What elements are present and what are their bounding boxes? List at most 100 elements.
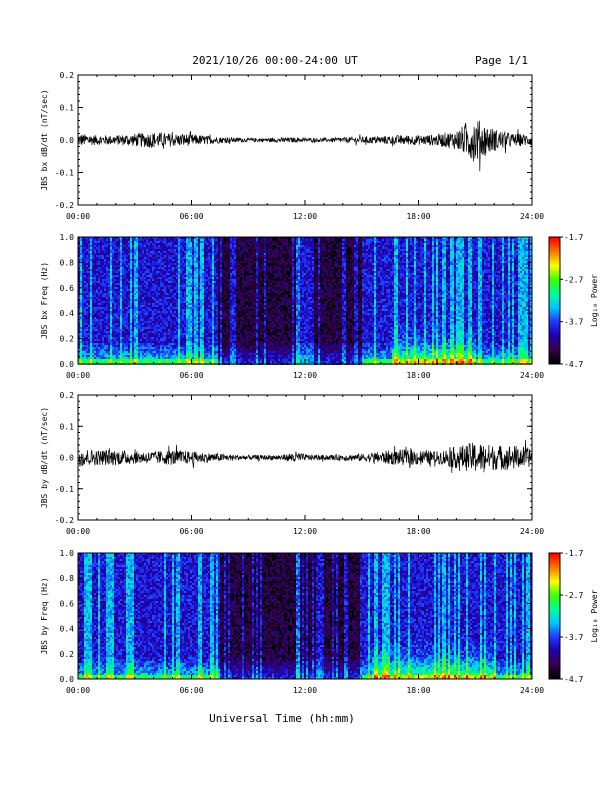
spectrogram-cell: [134, 355, 136, 357]
spectrogram-cell: [222, 343, 224, 345]
spectrogram-cell: [176, 321, 178, 323]
spectrogram-cell: [96, 277, 98, 279]
spectrogram-cell: [206, 275, 208, 277]
spectrogram-cell: [142, 329, 144, 331]
spectrogram-cell: [218, 325, 220, 327]
spectrogram-cell: [114, 275, 116, 277]
spectrogram-cell: [220, 249, 222, 251]
spectrogram-cell: [214, 309, 216, 311]
spectrogram-cell: [118, 345, 120, 347]
spectrogram-cell: [188, 293, 190, 295]
spectrogram-cell: [126, 307, 128, 309]
spectrogram-cell: [194, 287, 196, 289]
spectrogram-cell: [98, 329, 100, 331]
spectrogram-cell: [142, 297, 144, 299]
spectrogram-cell: [144, 289, 146, 291]
spectrogram-cell: [220, 255, 222, 257]
spectrogram-cell: [120, 243, 122, 245]
spectrogram-cell: [180, 295, 182, 297]
spectrogram-cell: [142, 343, 144, 345]
spectrogram-cell: [184, 319, 186, 321]
spectrogram-cell: [90, 309, 92, 311]
spectrogram-cell: [120, 299, 122, 301]
spectrogram-cell: [92, 241, 94, 243]
spectrogram-cell: [122, 299, 124, 301]
spectrogram-cell: [148, 285, 150, 287]
spectrogram-cell: [156, 337, 158, 339]
spectrogram-cell: [176, 277, 178, 279]
spectrogram-cell: [148, 325, 150, 327]
spectrogram-cell: [146, 241, 148, 243]
spectrogram-cell: [174, 351, 176, 353]
spectrogram-cell: [210, 241, 212, 243]
spectrogram-cell: [194, 317, 196, 319]
spectrogram-cell: [198, 285, 200, 287]
spectrogram-cell: [226, 339, 228, 341]
spectrogram-cell: [124, 329, 126, 331]
spectrogram-cell: [124, 267, 126, 269]
spectrogram-cell: [108, 337, 110, 339]
spectrogram-cell: [196, 303, 198, 305]
spectrogram-cell: [160, 341, 162, 343]
spectrogram-cell: [222, 331, 224, 333]
spectrogram-cell: [222, 239, 224, 241]
spectrogram-cell: [220, 271, 222, 273]
spectrogram-cell: [126, 253, 128, 255]
spectrogram-cell: [202, 261, 204, 263]
spectrogram-cell: [216, 253, 218, 255]
spectrogram-cell: [138, 319, 140, 321]
spectrogram-cell: [186, 251, 188, 253]
spectrogram-cell: [214, 341, 216, 343]
spectrogram-cell: [140, 317, 142, 319]
spectrogram-cell: [194, 333, 196, 335]
spectrogram-cell: [142, 345, 144, 347]
spectrogram-cell: [162, 335, 164, 337]
spectrogram-cell: [144, 353, 146, 355]
spectrogram-cell: [92, 349, 94, 351]
spectrogram-cell: [184, 315, 186, 317]
spectrogram-cell: [198, 319, 200, 321]
spectrogram-cell: [98, 259, 100, 261]
spectrogram-cell: [138, 275, 140, 277]
spectrogram-cell: [148, 333, 150, 335]
spectrogram-cell: [196, 265, 198, 267]
spectrogram-cell: [220, 353, 222, 355]
spectrogram-cell: [144, 275, 146, 277]
spectrogram-cell: [198, 303, 200, 305]
spectrogram-cell: [120, 305, 122, 307]
spectrogram-cell: [100, 345, 102, 347]
spectrogram-cell: [180, 255, 182, 257]
spectrogram-cell: [86, 295, 88, 297]
spectrogram-cell: [132, 271, 134, 273]
spectrogram-cell: [162, 259, 164, 261]
spectrogram-cell: [194, 345, 196, 347]
spectrogram-cell: [196, 361, 198, 363]
spectrogram-cell: [128, 255, 130, 257]
spectrogram-cell: [88, 243, 90, 245]
spectrogram-cell: [80, 345, 82, 347]
spectrogram-cell: [174, 319, 176, 321]
spectrogram-cell: [182, 293, 184, 295]
spectrogram-cell: [154, 249, 156, 251]
spectrogram-cell: [114, 327, 116, 329]
spectrogram-cell: [212, 247, 214, 249]
spectrogram-cell: [128, 361, 130, 363]
spectrogram-cell: [204, 269, 206, 271]
spectrogram-cell: [146, 307, 148, 309]
spectrogram-cell: [184, 267, 186, 269]
spectrogram-cell: [168, 341, 170, 343]
spectrogram-cell: [182, 355, 184, 357]
spectrogram-cell: [82, 305, 84, 307]
spectrogram-cell: [164, 247, 166, 249]
spectrogram-cell: [170, 337, 172, 339]
spectrogram-cell: [126, 347, 128, 349]
spectrogram-cell: [228, 349, 230, 351]
spectrogram-cell: [188, 357, 190, 359]
spectrogram-cell: [144, 253, 146, 255]
spectrogram-cell: [124, 351, 126, 353]
spectrogram-cell: [222, 303, 224, 305]
spectrogram-cell: [180, 253, 182, 255]
spectrogram-cell: [126, 293, 128, 295]
spectrogram-cell: [224, 299, 226, 301]
spectrogram-cell: [154, 297, 156, 299]
